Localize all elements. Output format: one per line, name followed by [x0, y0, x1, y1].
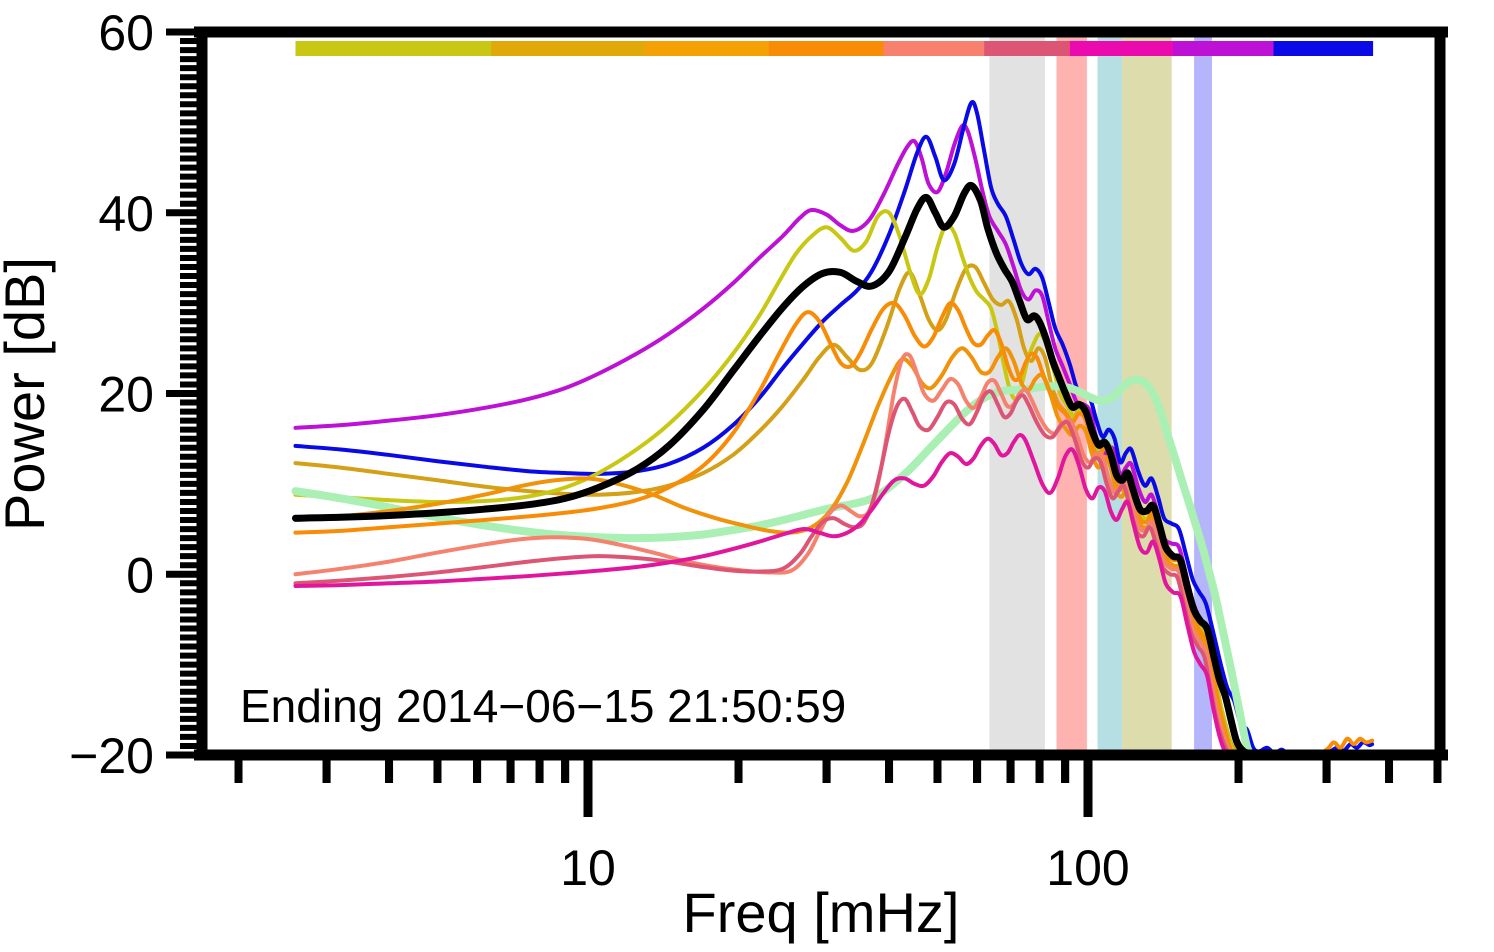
ending-timestamp-annotation: Ending 2014−06−15 21:50:59 [240, 680, 846, 732]
y-tick-label: 20 [98, 367, 154, 423]
y-tick-label: −20 [69, 728, 154, 784]
colorbar-segment-4 [883, 41, 986, 56]
y-tick-label: 60 [98, 5, 154, 61]
curve-rose [293, 389, 1375, 755]
colorbar-segment-2 [644, 41, 770, 56]
colorbar-segment-5 [984, 41, 1071, 56]
colorbar-segment-7 [1173, 41, 1275, 56]
colorbar-segment-3 [768, 41, 885, 56]
spectrum-curves [291, 100, 1377, 755]
colorbar-segment-1 [491, 41, 646, 56]
curve-mean [291, 182, 1376, 755]
axis-tick-labels: −20 0 20 40 60 10 100 [69, 5, 1130, 896]
curve-magenta [293, 433, 1375, 755]
band-olive [1122, 32, 1172, 755]
axes-frame [194, 26, 1448, 761]
axis-ticks [166, 28, 1442, 817]
x-tick-label: 100 [1046, 840, 1129, 896]
y-tick-label: 40 [98, 186, 154, 242]
x-tick-label: 10 [560, 840, 616, 896]
colorbar-segment-6 [1069, 41, 1175, 56]
colorbar-segment-0 [295, 41, 493, 56]
y-tick-label: 0 [126, 547, 154, 603]
x-axis-label: Freq [mHz] [683, 881, 960, 944]
y-axis-label: Power [dB] [0, 257, 56, 531]
colorbar-segment-8 [1273, 41, 1374, 56]
time-colorbar [295, 41, 1374, 56]
curve-violet [293, 123, 1375, 755]
